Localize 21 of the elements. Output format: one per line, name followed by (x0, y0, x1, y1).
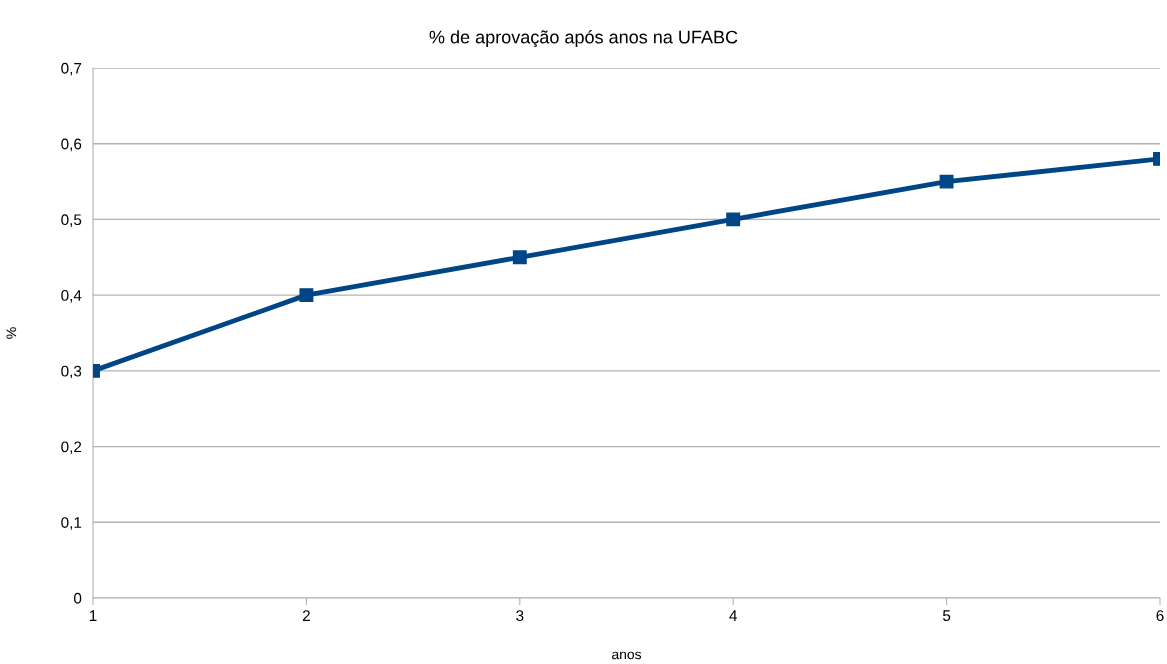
x-tick-label: 3 (516, 610, 524, 622)
y-tick-label: 0,1 (61, 517, 82, 530)
y-tick-label: 0,2 (61, 441, 82, 455)
x-tick-label: 2 (302, 610, 310, 621)
y-tick-label: 0,4 (61, 290, 82, 303)
point (726, 212, 741, 227)
point (299, 288, 314, 303)
y-tick-label: 0,7 (61, 62, 82, 76)
y-tick-label: 0,6 (61, 138, 82, 152)
x-tick-label: 1 (89, 610, 97, 621)
y-axis-title: % (6, 327, 17, 339)
point (939, 174, 954, 189)
y-tick-label: 0 (73, 592, 82, 604)
x-tick-label: 4 (729, 610, 737, 621)
chart-title: % de aprovação após anos na UFABC (429, 30, 738, 48)
y-tick-label: 0,3 (61, 365, 82, 379)
y-tick-label: 0,5 (61, 214, 82, 227)
x-tick-label: 6 (1156, 610, 1164, 622)
x-tick-label: 5 (942, 610, 951, 622)
x-axis-title: anos (612, 651, 642, 660)
point (512, 250, 527, 265)
